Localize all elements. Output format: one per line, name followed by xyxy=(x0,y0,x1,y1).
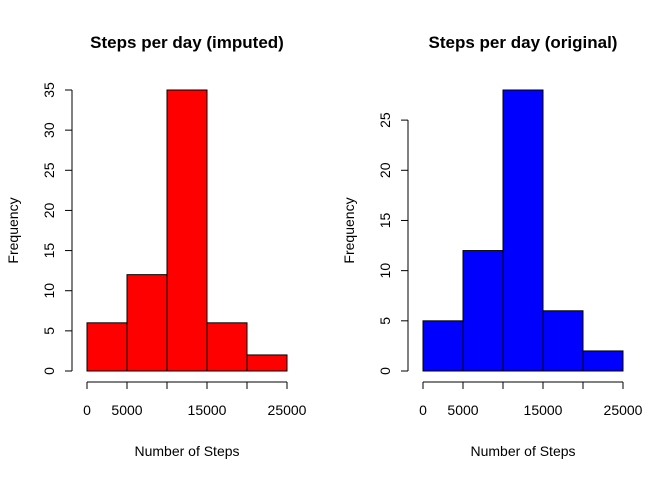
chart1-x-tick-label-3: 15000 xyxy=(188,402,227,418)
chart1-y-tick-label-7: 35 xyxy=(41,82,57,98)
chart1-y-tick-label-3: 15 xyxy=(41,243,57,259)
chart2-bar-2 xyxy=(502,89,544,372)
chart1-y-tick-label-0: 0 xyxy=(41,367,57,375)
chart2-bar-3 xyxy=(542,310,584,372)
chart2-y-tick-label-0: 0 xyxy=(377,367,393,375)
chart1-bar-1 xyxy=(126,274,168,372)
chart2-x-tick-label-5: 25000 xyxy=(604,402,643,418)
chart2-x-tick-label-3: 15000 xyxy=(524,402,563,418)
chart2-y-axis-label: Frequency xyxy=(341,197,357,263)
chart1-y-tick-label-2: 10 xyxy=(41,283,57,299)
chart1-x-axis-label: Number of Steps xyxy=(134,443,239,459)
chart2-bar-1 xyxy=(462,250,504,372)
chart2-y-tick-label-3: 15 xyxy=(377,212,393,228)
chart1-x-tick-label-5: 25000 xyxy=(268,402,307,418)
chart1-bar-2 xyxy=(166,89,208,372)
chart2-bar-0 xyxy=(422,320,464,372)
chart2-x-axis-label: Number of Steps xyxy=(470,443,575,459)
chart2-bar-4 xyxy=(582,350,624,372)
chart1-bar-3 xyxy=(206,322,248,372)
chart1-y-tick-label-4: 20 xyxy=(41,202,57,218)
chart1-title: Steps per day (imputed) xyxy=(90,33,284,52)
chart2-y-tick-label-1: 5 xyxy=(377,317,393,325)
chart1-y-axis-label: Frequency xyxy=(5,197,21,263)
chart1-y-tick-label-1: 5 xyxy=(41,327,57,335)
chart1-bar-0 xyxy=(86,322,128,372)
chart2-y-tick-label-4: 20 xyxy=(377,162,393,178)
chart2-y-tick-label-5: 25 xyxy=(377,112,393,128)
chart1-y-tick-label-6: 30 xyxy=(41,122,57,138)
chart2-x-tick-label-1: 5000 xyxy=(447,402,478,418)
chart1-bar-4 xyxy=(246,354,288,372)
chart2-title: Steps per day (original) xyxy=(429,33,618,52)
chart1-x-tick-label-1: 5000 xyxy=(111,402,142,418)
chart1-x-tick-label-0: 0 xyxy=(83,402,91,418)
chart2-x-tick-label-0: 0 xyxy=(419,402,427,418)
chart2-y-tick-label-2: 10 xyxy=(377,263,393,279)
chart1-y-tick-label-5: 25 xyxy=(41,162,57,178)
